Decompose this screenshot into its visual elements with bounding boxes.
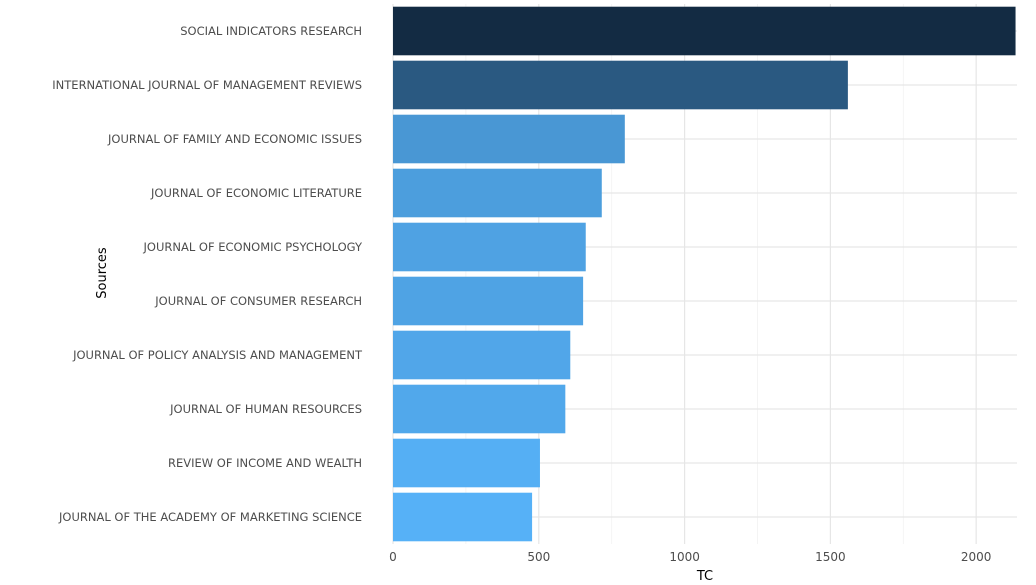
bar xyxy=(393,330,571,380)
x-tick-label: 0 xyxy=(389,550,397,564)
category-label: INTERNATIONAL JOURNAL OF MANAGEMENT REVI… xyxy=(52,78,362,92)
y-axis-title: Sources xyxy=(95,247,110,299)
bar xyxy=(393,438,540,488)
category-label: JOURNAL OF HUMAN RESOURCES xyxy=(169,402,362,416)
category-label: JOURNAL OF FAMILY AND ECONOMIC ISSUES xyxy=(107,132,362,146)
category-label: JOURNAL OF CONSUMER RESEARCH xyxy=(154,294,362,308)
category-label: JOURNAL OF ECONOMIC PSYCHOLOGY xyxy=(143,240,363,254)
category-label: JOURNAL OF THE ACADEMY OF MARKETING SCIE… xyxy=(58,510,362,524)
bar xyxy=(393,222,586,272)
category-label: SOCIAL INDICATORS RESEARCH xyxy=(180,24,362,38)
x-tick-label: 1500 xyxy=(815,550,846,564)
bar xyxy=(393,6,1016,56)
category-label: REVIEW OF INCOME AND WEALTH xyxy=(168,456,362,470)
x-axis-ticks: 0 500 1000 1500 2000 xyxy=(389,550,991,564)
x-tick-label: 1000 xyxy=(669,550,700,564)
x-tick-label: 2000 xyxy=(961,550,992,564)
category-label: JOURNAL OF ECONOMIC LITERATURE xyxy=(150,186,362,200)
bar xyxy=(393,492,533,542)
bar xyxy=(393,276,584,326)
bars xyxy=(393,6,1016,542)
category-labels: SOCIAL INDICATORS RESEARCH INTERNATIONAL … xyxy=(52,24,363,524)
bar xyxy=(393,114,625,164)
bar xyxy=(393,60,848,110)
x-tick-label: 500 xyxy=(527,550,550,564)
x-axis-title: TC xyxy=(696,569,713,584)
bar xyxy=(393,384,566,434)
category-label: JOURNAL OF POLICY ANALYSIS AND MANAGEMEN… xyxy=(72,348,363,362)
bar xyxy=(393,168,602,218)
